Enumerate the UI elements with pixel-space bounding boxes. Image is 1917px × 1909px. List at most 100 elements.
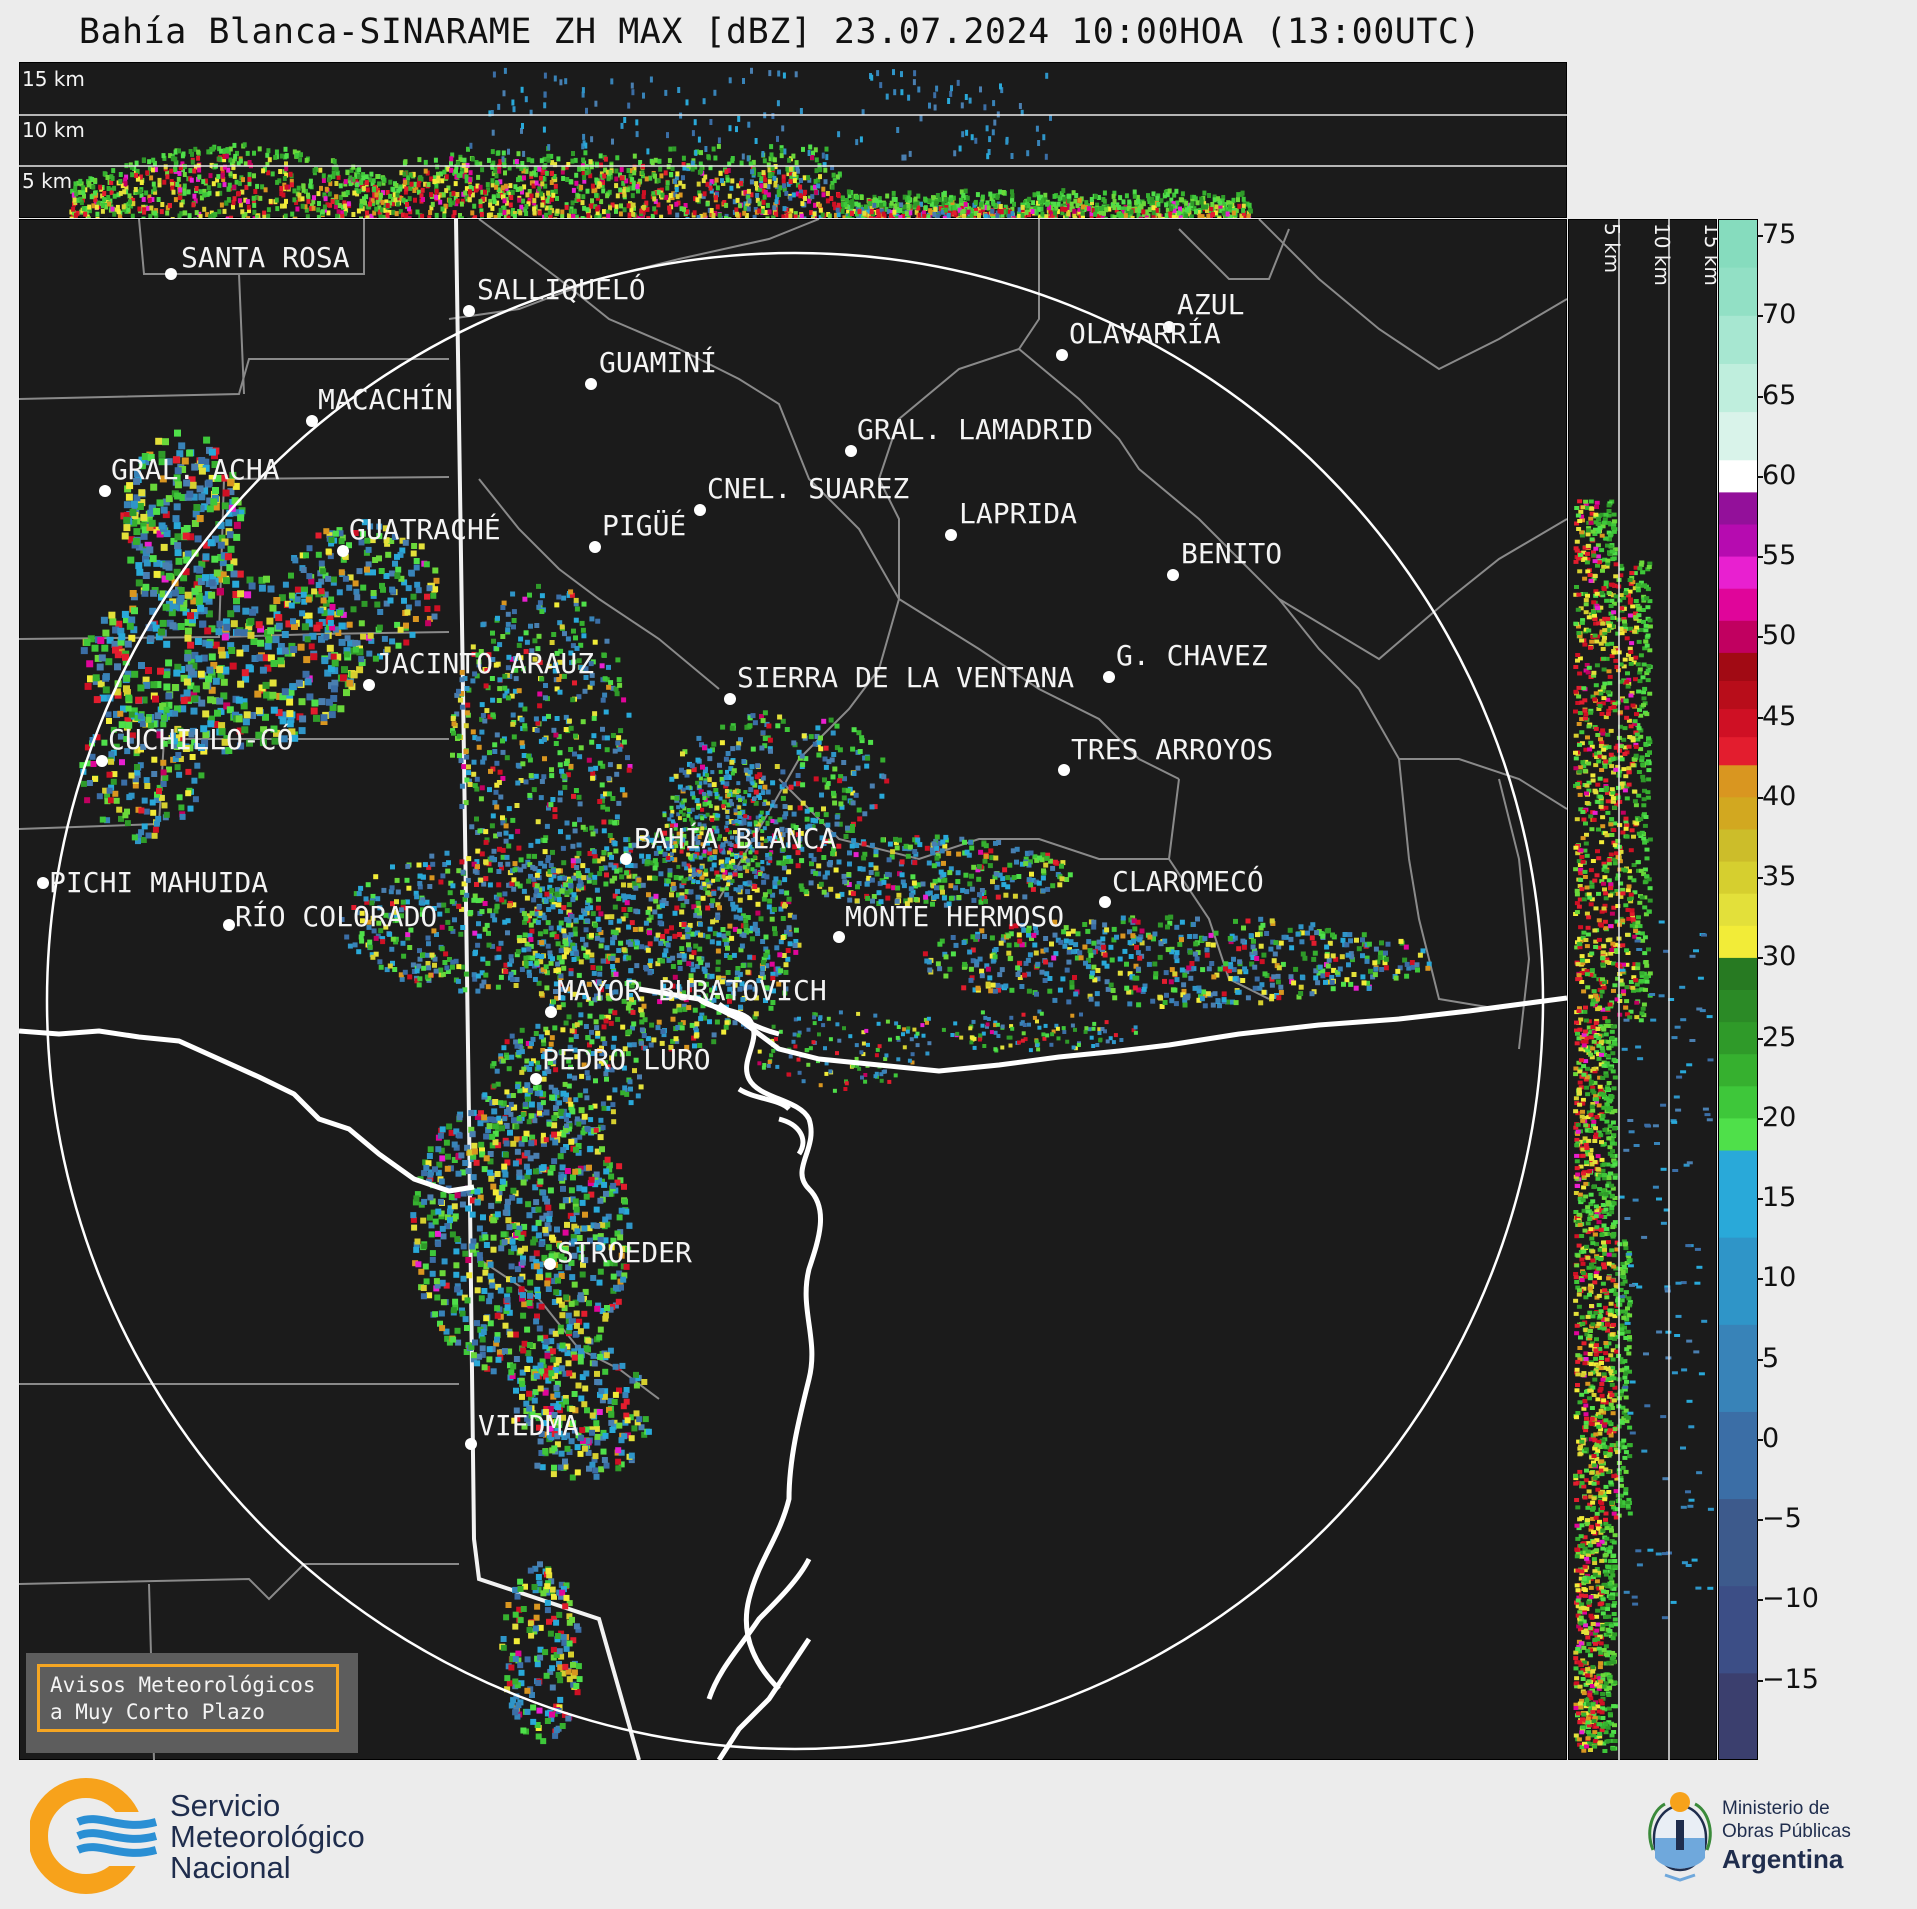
colorbar-tick [1757,796,1763,799]
side-alt-label-10km: 10 km [1650,223,1674,286]
city-marker [306,415,318,427]
colorbar-band [1718,764,1758,798]
colorbar-tick [1757,1519,1763,1522]
city-pichi-mahuida[interactable]: PICHI MAHUIDA [37,866,268,899]
dbz-colorbar [1718,219,1758,1760]
ministry-line1: Ministerio de [1722,1798,1830,1819]
city-label: STROEDER [557,1236,692,1269]
colorbar-tick-label: 25 [1762,1021,1797,1053]
avisos-line1: Avisos Meteorológicos [50,1673,316,1697]
city-marker [99,485,111,497]
city-marker [463,305,475,317]
city-marker [694,504,706,516]
city-jacinto-arauz[interactable]: JACINTO ARAUZ [363,647,594,691]
city-mayor-buratovich[interactable]: MAYOR BURATOVICH [545,974,827,1018]
colorbar-band [1718,925,1758,958]
avisos-box[interactable]: Avisos Meteorológicos a Muy Corto Plazo [26,1653,358,1753]
city-santa-rosa[interactable]: SANTA ROSA [165,241,350,280]
city-label: GRAL. LAMADRID [857,413,1093,446]
city-marker [96,755,108,767]
city-pedro-luro[interactable]: PEDRO LURO [530,1043,711,1085]
colorbar-tick [1757,1278,1763,1281]
city-label: GRAL. ACHA [111,453,280,486]
city-label: CLAROMECÓ [1112,864,1264,898]
argentina-coat-of-arms-icon [1648,1792,1712,1882]
colorbar-band [1718,588,1758,621]
colorbar-band [1718,1324,1758,1412]
colorbar-band [1718,652,1758,681]
city-claromecó[interactable]: CLAROMECÓ [1099,864,1264,908]
colorbar-tick [1757,1438,1763,1441]
colorbar-tick [1757,1599,1763,1602]
avisos-line2: a Muy Corto Plazo [50,1700,265,1724]
city-macachín[interactable]: MACACHÍN [306,382,453,427]
city-monte-hermoso[interactable]: MONTE HERMOSO [833,900,1064,943]
city-stroeder[interactable]: STROEDER [544,1236,692,1270]
colorbar-tick [1757,877,1763,880]
city-label: GUATRACHÉ [349,512,501,546]
city-label: G. CHAVEZ [1116,639,1268,672]
colorbar-band [1718,1585,1758,1674]
colorbar-tick [1757,235,1763,238]
city-sierra-de-la-ventana[interactable]: SIERRA DE LA VENTANA [724,661,1074,705]
colorbar-tick [1757,315,1763,318]
city-cuchillo-có[interactable]: CUCHILLO-CÓ [96,722,293,767]
city-bahía-blanca[interactable]: BAHÍA BLANCA [620,821,836,865]
city-guatraché[interactable]: GUATRACHÉ [337,512,501,557]
colorbar-band [1718,989,1758,1023]
radar-range-ring [45,251,1545,1751]
province-border [454,219,641,1760]
city-azul[interactable]: AZUL [1163,288,1244,333]
city-label: SIERRA DE LA VENTANA [737,661,1074,694]
colorbar-band [1718,1021,1758,1055]
colorbar-band [1718,219,1758,268]
city-cnel-suarez[interactable]: CNEL. SUAREZ [694,472,909,516]
city-label: SALLIQUELÓ [477,272,646,306]
ministry-line2: Obras Públicas [1722,1821,1851,1842]
city-río-colorado[interactable]: RÍO COLORADO [223,899,437,933]
city-marker [1103,671,1115,683]
city-label: MACACHÍN [318,382,453,416]
city-g-chavez[interactable]: G. CHAVEZ [1103,639,1268,683]
city-label: PIGÜÉ [602,508,686,542]
city-olavarría[interactable]: OLAVARRÍA [1056,316,1221,361]
ministry-line3: Argentina [1722,1844,1844,1874]
colorbar-tick-label: 35 [1762,861,1797,893]
colorbar-tick [1757,636,1763,639]
city-marker [589,541,601,553]
city-marker [465,1438,477,1450]
colorbar-tick-label: −5 [1762,1503,1802,1535]
colorbar-band [1718,861,1758,894]
city-marker [337,545,349,557]
city-tres-arroyos[interactable]: TRES ARROYOS [1058,733,1273,776]
city-pigüé[interactable]: PIGÜÉ [589,508,686,553]
colorbar-band [1718,1085,1758,1119]
side-alt-label-15km: 15 km [1700,223,1717,286]
colorbar-band [1718,708,1758,738]
city-label: RÍO COLORADO [235,899,437,933]
city-benito[interactable]: BENITO [1167,537,1282,581]
top-alt-label-5km: 5 km [22,169,72,193]
city-viedma[interactable]: VIEDMA [465,1409,579,1450]
city-label: SANTA ROSA [181,241,350,274]
city-marker [1163,321,1175,333]
colorbar-tick-label: 15 [1762,1182,1797,1214]
colorbar-tick [1757,1037,1763,1040]
city-guaminí[interactable]: GUAMINÍ [585,345,717,390]
city-gral-acha[interactable]: GRAL. ACHA [99,453,280,497]
colorbar-tick [1757,1679,1763,1682]
colorbar-band [1718,459,1758,493]
city-label: BAHÍA BLANCA [634,821,836,855]
colorbar-tick [1757,1117,1763,1120]
colorbar-tick-label: −15 [1762,1663,1819,1695]
city-gral-lamadrid[interactable]: GRAL. LAMADRID [845,413,1093,457]
top-alt-label-10km: 10 km [22,118,85,142]
city-salliqueló[interactable]: SALLIQUELÓ [463,272,646,317]
city-label: CUCHILLO-CÓ [108,722,293,756]
city-marker [585,378,597,390]
city-laprida[interactable]: LAPRIDA [945,497,1077,541]
side-cross-section-panel: 5 km 10 km 15 km [1568,219,1717,1760]
city-marker [545,1006,557,1018]
colorbar-band [1718,556,1758,589]
